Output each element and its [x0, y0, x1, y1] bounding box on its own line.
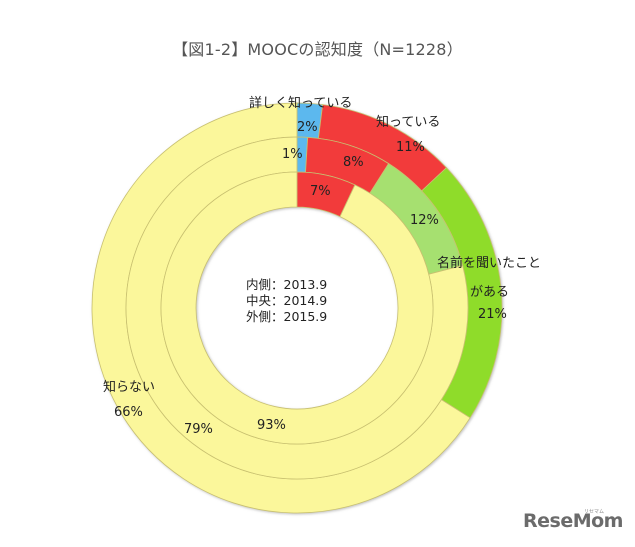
- legend-outer-year: 外側：2015.9: [246, 309, 328, 324]
- resemom-logo: ReseMom: [523, 510, 623, 532]
- value-middle-heard: 12%: [410, 213, 439, 228]
- value-inner-dont-know: 93%: [257, 418, 286, 433]
- label-heard-line1: 名前を聞いたこと: [437, 256, 542, 271]
- value-outer-know-well: 2%: [297, 120, 318, 135]
- value-outer-know: 11%: [396, 140, 425, 155]
- value-middle-know: 8%: [343, 155, 364, 170]
- label-know: 知っている: [376, 115, 441, 130]
- label-dont-know: 知らない: [103, 380, 156, 395]
- resemom-logo-sub: リセマム: [584, 509, 605, 515]
- value-outer-dont-know: 66%: [114, 405, 143, 420]
- value-middle-know-well: 1%: [282, 147, 303, 162]
- ring-year-legend: 内側：2013.9 中央：2014.9 外側：2015.9: [246, 277, 327, 325]
- label-know-well: 詳しく知っている: [249, 96, 353, 111]
- value-outer-heard: 21%: [478, 307, 507, 322]
- chart-title: 【図1-2】MOOCの認知度（N=1228）: [172, 40, 463, 59]
- legend-inner-year: 内側：2013.9: [246, 277, 328, 292]
- value-middle-dont-know: 79%: [184, 422, 213, 437]
- segment-inner-dont-know: [160, 171, 434, 445]
- legend-middle-year: 中央：2014.9: [246, 293, 328, 308]
- label-heard-line2: がある: [470, 285, 510, 300]
- value-inner-know: 7%: [310, 184, 331, 199]
